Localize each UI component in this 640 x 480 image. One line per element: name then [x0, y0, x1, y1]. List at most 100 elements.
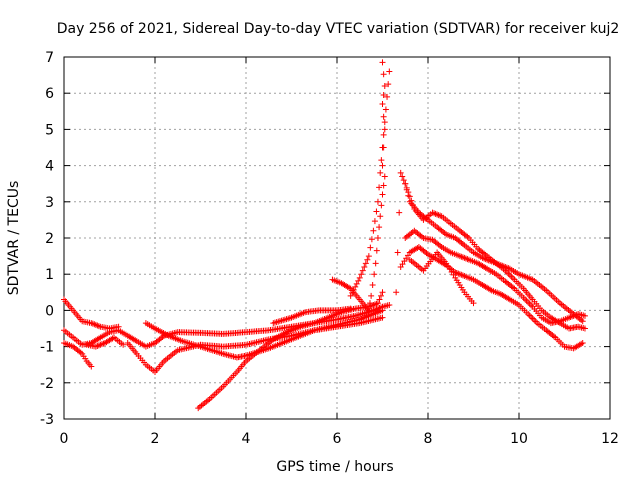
data-point — [370, 227, 377, 234]
data-point — [376, 184, 383, 191]
data-point — [399, 173, 406, 180]
data-point — [381, 173, 388, 180]
data-point — [115, 323, 122, 330]
data-point — [470, 300, 477, 307]
series-track-i — [347, 68, 393, 299]
data-point — [379, 307, 386, 314]
data-point — [506, 272, 513, 279]
y-tick-label: -3 — [40, 412, 54, 428]
data-point — [386, 301, 393, 308]
data-point — [361, 263, 368, 270]
x-tick-label: 8 — [424, 431, 433, 447]
data-point — [352, 283, 359, 290]
data-point — [374, 198, 381, 205]
data-point — [369, 282, 376, 289]
data-point — [377, 292, 384, 299]
data-point — [379, 101, 386, 108]
data-point — [509, 275, 516, 282]
data-point — [386, 68, 393, 75]
data-point — [347, 292, 354, 299]
data-point — [528, 302, 535, 309]
y-tick-label: -2 — [40, 376, 54, 392]
data-points — [61, 59, 588, 412]
data-point — [353, 280, 360, 287]
data-point — [525, 299, 532, 306]
data-point — [374, 235, 381, 241]
data-point — [376, 296, 383, 303]
data-point — [373, 208, 380, 215]
data-point — [377, 169, 384, 176]
x-tick-label: 2 — [151, 431, 160, 447]
data-point — [372, 260, 379, 267]
y-tick-label: 2 — [45, 231, 54, 247]
data-point — [350, 286, 357, 293]
data-point — [397, 169, 404, 176]
data-point — [366, 300, 373, 307]
data-point — [356, 274, 363, 281]
data-point — [526, 312, 533, 319]
data-point — [365, 253, 372, 260]
data-point — [380, 131, 387, 138]
data-point — [384, 93, 391, 100]
y-tick-label: 5 — [45, 122, 54, 138]
data-point — [382, 106, 389, 113]
data-point — [379, 191, 386, 198]
data-point — [529, 315, 536, 322]
data-point — [380, 113, 387, 120]
x-tick-label: 12 — [601, 431, 619, 447]
data-point — [396, 209, 403, 216]
data-point — [381, 119, 388, 126]
series-track-a — [61, 301, 393, 350]
data-point — [408, 197, 415, 204]
data-point — [405, 189, 412, 196]
series-track-m — [402, 180, 588, 332]
data-point — [379, 162, 386, 169]
data-point — [380, 182, 387, 189]
data-point — [406, 193, 413, 200]
data-point — [367, 244, 374, 251]
y-tick-label: -1 — [40, 340, 54, 356]
x-tick-label: 10 — [510, 431, 528, 447]
data-point — [373, 247, 380, 254]
grid-lines — [64, 57, 610, 419]
data-point — [362, 260, 369, 267]
data-point — [579, 339, 586, 346]
data-point — [403, 184, 410, 191]
series-track-j — [379, 59, 388, 169]
data-point — [349, 289, 356, 296]
data-point — [402, 180, 409, 187]
data-point — [380, 92, 387, 99]
x-tick-label: 4 — [242, 431, 251, 447]
data-point — [364, 256, 371, 263]
series-track-h — [329, 173, 388, 314]
series-track-f — [195, 289, 386, 412]
y-axis-label: SDTVAR / TECUs — [6, 181, 22, 296]
series-track-k — [393, 169, 586, 325]
data-point — [371, 271, 378, 278]
y-tick-label: 7 — [45, 50, 54, 66]
series-track-o — [402, 227, 588, 327]
y-tick-label: 4 — [45, 159, 54, 175]
data-point — [347, 305, 354, 312]
data-point — [379, 59, 386, 66]
data-point — [528, 314, 535, 321]
data-point — [385, 81, 392, 88]
data-point — [380, 144, 387, 151]
data-point — [381, 126, 388, 133]
series-track-n — [406, 249, 477, 307]
data-point — [359, 267, 366, 274]
data-point — [358, 271, 365, 278]
data-point — [579, 318, 586, 325]
data-point — [400, 177, 407, 184]
y-tick-label: 3 — [45, 195, 54, 211]
data-point — [380, 71, 387, 78]
chart-title: Day 256 of 2021, Sidereal Day-to-day VTE… — [57, 21, 620, 37]
series-track-g — [270, 305, 354, 327]
x-axis-label: GPS time / hours — [276, 459, 393, 475]
data-point — [394, 249, 401, 256]
x-tick-label: 6 — [333, 431, 342, 447]
data-point — [378, 157, 385, 164]
data-point — [581, 312, 588, 319]
